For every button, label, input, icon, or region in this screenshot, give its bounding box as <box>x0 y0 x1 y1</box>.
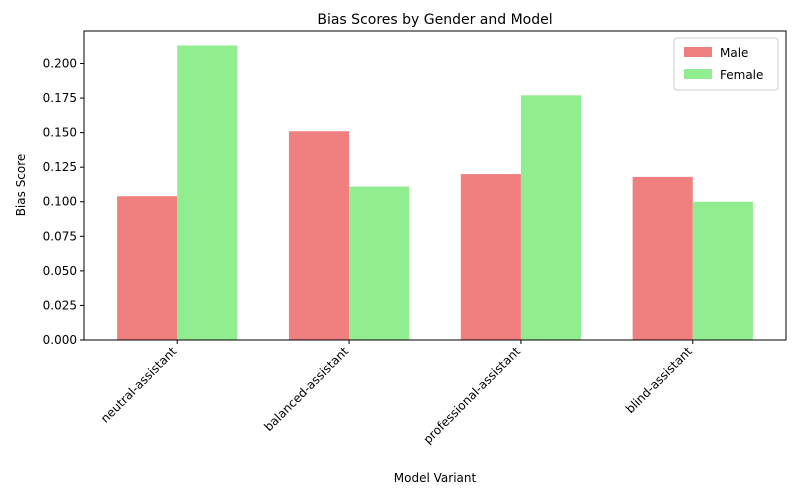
y-axis-label: Bias Score <box>14 154 28 217</box>
x-axis-label: Model Variant <box>394 471 477 485</box>
bar-male-neutral-assistant <box>117 196 178 340</box>
bar-female-balanced-assistant <box>349 186 410 340</box>
bar-male-balanced-assistant <box>288 131 350 340</box>
bar-female-blind-assistant <box>692 201 753 340</box>
legend-swatch-female <box>684 69 712 79</box>
y-tick-label: 0.075 <box>43 229 77 243</box>
legend-label-female: Female <box>720 68 763 82</box>
legend-swatch-male <box>684 47 712 57</box>
bar-male-professional-assistant <box>460 174 521 340</box>
y-tick-label: 0.150 <box>43 126 77 140</box>
legend: Male Female <box>673 37 779 91</box>
chart-title: Bias Scores by Gender and Model <box>317 12 552 28</box>
plot-area: 0.000 0.025 0.050 0.075 0.100 0.125 0.150 0.175… <box>43 30 787 447</box>
y-tick-label: 0.200 <box>43 56 77 70</box>
x-tick-label: balanced-assistant <box>261 344 351 434</box>
x-tick-label: professional-assistant <box>421 344 524 447</box>
y-tick-label: 0.100 <box>43 195 77 209</box>
y-tick-label: 0.175 <box>43 91 77 105</box>
y-tick-label: 0.000 <box>43 333 77 347</box>
y-tick-label: 0.050 <box>43 264 77 278</box>
x-tick-label: blind-assistant <box>623 344 695 416</box>
y-tick-label: 0.025 <box>43 298 77 312</box>
bar-female-neutral-assistant <box>177 45 238 341</box>
axes-frame <box>83 30 787 341</box>
y-tick-label: 0.125 <box>43 160 77 174</box>
bar-female-professional-assistant <box>520 95 582 340</box>
bar-male-blind-assistant <box>632 176 693 340</box>
x-tick-label: neutral-assistant <box>98 344 180 426</box>
legend-label-male: Male <box>720 46 748 60</box>
